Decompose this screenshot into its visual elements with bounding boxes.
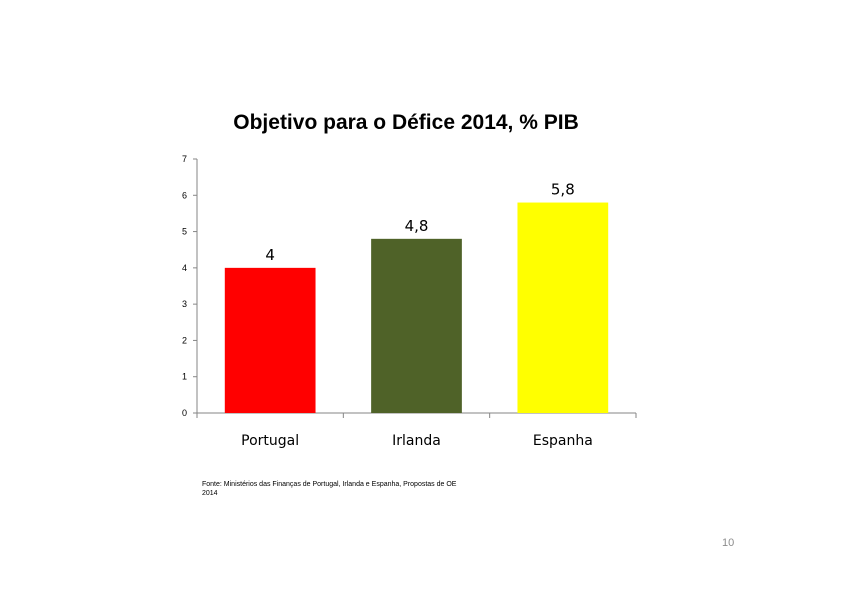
data-label: 5,8: [551, 181, 575, 199]
chart-title: Objetivo para o Défice 2014, % PIB: [233, 111, 579, 134]
y-tick-label: 6: [182, 190, 187, 200]
y-tick-label: 2: [182, 335, 187, 345]
category-label: Portugal: [241, 433, 299, 449]
bar-irlanda: [371, 238, 462, 413]
category-label: Irlanda: [392, 433, 441, 449]
category-label: Espanha: [533, 433, 593, 449]
y-tick-label: 4: [182, 263, 187, 273]
y-tick-label: 0: [182, 408, 187, 418]
page-number: 10: [722, 537, 735, 549]
y-tick-label: 5: [182, 227, 187, 237]
y-tick-label: 3: [182, 299, 187, 309]
data-label: 4,8: [405, 217, 429, 235]
bar-portugal: [224, 267, 316, 413]
y-tick-label: 7: [182, 154, 187, 164]
bar-espanha: [517, 202, 609, 413]
source-note: Fonte: Ministérios das Finanças de Portu…: [202, 481, 457, 497]
y-tick-label: 1: [182, 372, 187, 382]
data-label: 4: [265, 246, 275, 264]
